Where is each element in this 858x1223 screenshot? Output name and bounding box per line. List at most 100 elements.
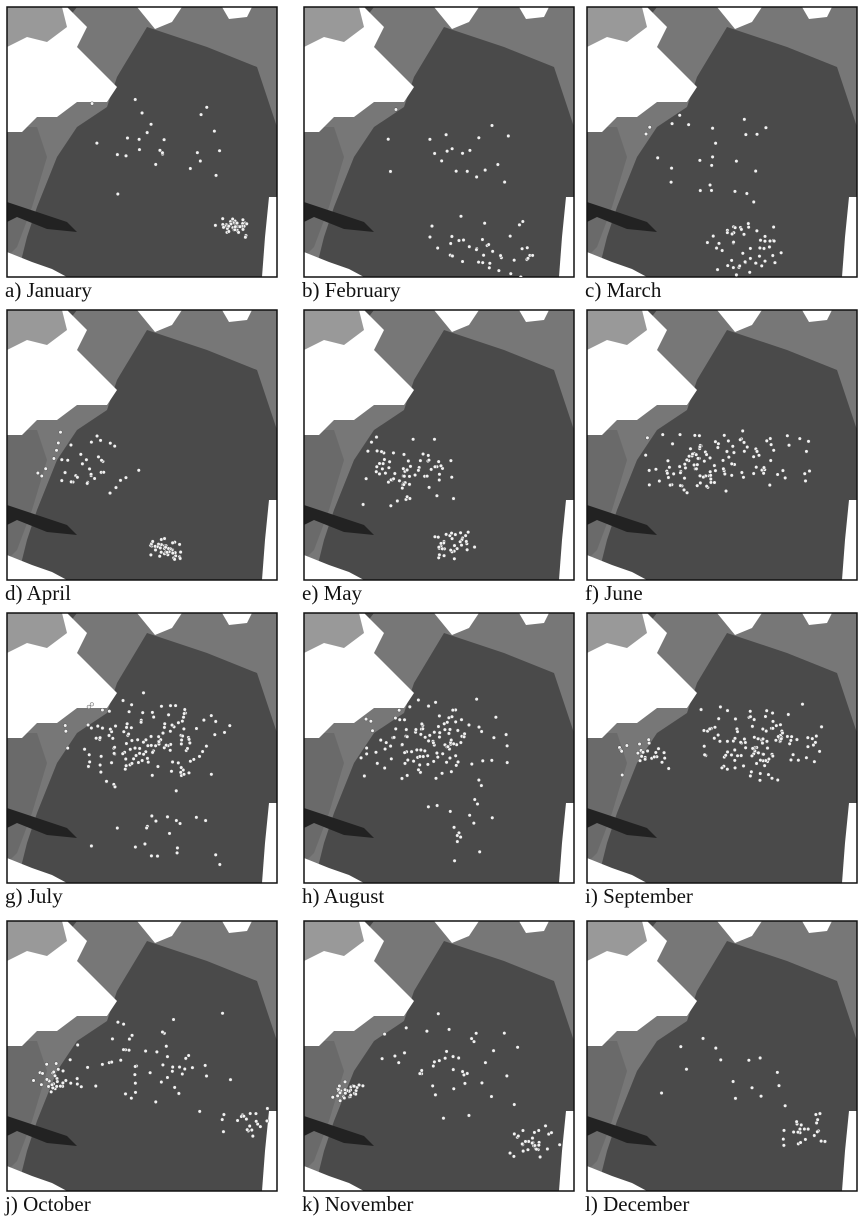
observation-dot (757, 751, 761, 755)
observation-dot (398, 718, 402, 722)
observation-dot (121, 699, 125, 703)
observation-dot (170, 723, 174, 727)
observation-dot (748, 709, 752, 713)
observation-dot (470, 762, 474, 766)
observation-dot (720, 249, 724, 253)
observation-dot (743, 118, 747, 122)
observation-dot (795, 1120, 799, 1124)
observation-dot (445, 1050, 449, 1054)
observation-dot (636, 751, 640, 755)
observation-dot (755, 229, 759, 233)
observation-dot (125, 722, 129, 726)
observation-dot (679, 484, 683, 488)
observation-dot (709, 477, 713, 481)
observation-dot (750, 1086, 754, 1090)
observation-dot (524, 1140, 528, 1144)
observation-dot (679, 471, 683, 475)
observation-dot (418, 763, 422, 767)
observation-dot (768, 239, 772, 243)
observation-dot (765, 439, 769, 443)
observation-dot (402, 467, 406, 471)
observation-dot (708, 470, 712, 474)
observation-dot (699, 481, 703, 485)
observation-dot (189, 167, 193, 171)
observation-dot (521, 1129, 525, 1133)
observation-dot (111, 1037, 115, 1041)
observation-dot (105, 780, 109, 784)
observation-dot (752, 200, 756, 204)
observation-dot (374, 470, 378, 474)
observation-dot (400, 777, 404, 781)
observation-dot (814, 1113, 818, 1117)
observation-dot (801, 702, 805, 706)
observation-dot (733, 737, 737, 741)
observation-dot (137, 468, 141, 472)
observation-dot (393, 472, 397, 476)
observation-dot (434, 1093, 438, 1097)
observation-dot (88, 760, 92, 764)
observation-dot (81, 462, 85, 466)
observation-dot (806, 745, 810, 749)
observation-dot (95, 434, 99, 438)
observation-dot (477, 136, 481, 140)
observation-dot (418, 1072, 422, 1076)
observation-dot (749, 774, 753, 778)
observation-dot (352, 1084, 356, 1088)
observation-dot (236, 1119, 240, 1123)
observation-dot (620, 773, 624, 777)
observation-dot (734, 1097, 738, 1101)
observation-dot (428, 734, 432, 738)
observation-dot (819, 1139, 823, 1143)
observation-dot (747, 222, 751, 226)
observation-dot (433, 535, 437, 539)
observation-dot (101, 726, 105, 730)
observation-dot (724, 753, 728, 757)
observation-dot (439, 542, 443, 546)
observation-dot (149, 744, 153, 748)
observation-dot (747, 1058, 751, 1062)
observation-dot (730, 753, 734, 757)
observation-dot (744, 133, 748, 137)
observation-dot (389, 504, 393, 508)
observation-dot (205, 106, 209, 110)
observation-dot (419, 733, 423, 737)
observation-dot (36, 471, 40, 475)
observation-dot (482, 253, 486, 257)
observation-dot (762, 752, 766, 756)
observation-dot (406, 758, 410, 762)
observation-dot (357, 1083, 361, 1087)
observation-dot (782, 1144, 786, 1148)
observation-dot (740, 228, 744, 232)
map-panel (304, 310, 574, 580)
observation-dot (672, 472, 676, 476)
observation-dot (108, 491, 112, 495)
observation-dot (266, 1107, 270, 1111)
observation-dot (179, 550, 183, 554)
observation-dot (726, 750, 730, 754)
observation-dot (654, 467, 658, 471)
observation-dot (433, 730, 437, 734)
observation-dot (445, 149, 449, 153)
observation-dot (364, 477, 368, 481)
observation-dot (130, 1034, 134, 1038)
observation-dot (764, 729, 768, 733)
observation-dot (754, 169, 758, 173)
observation-dot (507, 134, 511, 138)
observation-dot (182, 772, 186, 776)
observation-dot (158, 546, 162, 550)
observation-dot (54, 1062, 58, 1066)
observation-dot (188, 741, 192, 745)
observation-dot (717, 442, 721, 446)
observation-dot (717, 242, 721, 246)
observation-dot (647, 469, 651, 473)
observation-dot (214, 720, 218, 724)
observation-dot (477, 260, 481, 264)
observation-dot (122, 1048, 126, 1052)
observation-dot (132, 757, 136, 761)
map-base (304, 310, 574, 580)
observation-dot (176, 846, 180, 850)
observation-dot (154, 744, 158, 748)
observation-dot (450, 147, 454, 151)
observation-dot (405, 735, 409, 739)
observation-dot (394, 727, 398, 731)
